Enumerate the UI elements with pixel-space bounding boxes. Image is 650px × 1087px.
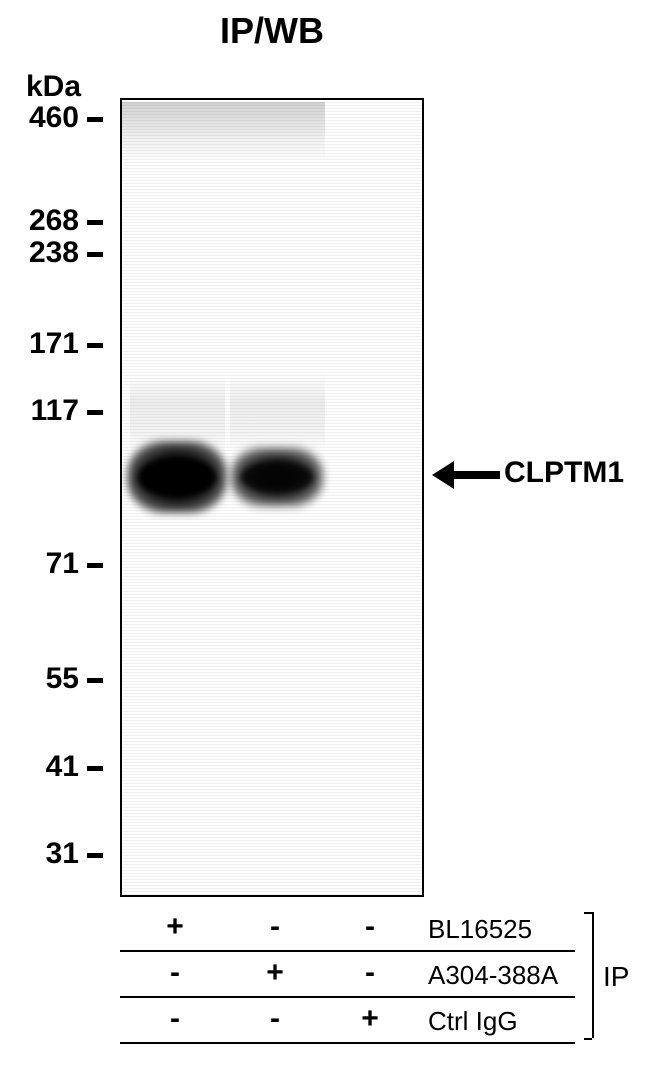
wb-band-core: [138, 457, 216, 497]
mw-marker-tick: [87, 252, 103, 257]
mw-marker-label: 460: [0, 101, 79, 135]
figure-canvas: { "figure": { "title": "IP/WB", "title_f…: [0, 0, 650, 1087]
ip-bracket-tab: [584, 1038, 592, 1040]
mw-marker-label: 71: [0, 547, 79, 581]
mw-marker-label: 31: [0, 837, 79, 871]
mw-marker-tick: [87, 563, 103, 568]
ip-table-cell: -: [260, 1002, 290, 1036]
ip-table-line: [120, 996, 575, 998]
ip-table-cell: +: [260, 956, 290, 990]
figure-title: IP/WB: [220, 10, 324, 52]
ip-table-row-label: Ctrl IgG: [428, 1006, 518, 1037]
kda-axis-label: kDa: [26, 70, 81, 104]
mw-marker-label: 171: [0, 327, 79, 361]
mw-marker-tick: [87, 678, 103, 683]
band-smear: [230, 372, 325, 452]
mw-marker-tick: [87, 117, 103, 122]
ip-table-cell: -: [160, 956, 190, 990]
blot-top-haze: [122, 102, 325, 162]
ip-bracket-tab: [584, 912, 592, 914]
ip-table-cell: +: [355, 1002, 385, 1036]
ip-group-label: IP: [603, 961, 629, 993]
band-arrow-shaft: [450, 471, 500, 479]
ip-table-cell: -: [355, 910, 385, 944]
mw-marker-tick: [87, 853, 103, 858]
wb-band-core: [241, 461, 313, 493]
ip-table-cell: +: [160, 910, 190, 944]
mw-marker-label: 117: [0, 394, 79, 428]
mw-marker-label: 41: [0, 750, 79, 784]
ip-table-line: [120, 1042, 575, 1044]
ip-bracket-vertical: [592, 912, 594, 1038]
blot-inner: [122, 100, 422, 895]
blot-frame: [120, 98, 424, 897]
mw-marker-label: 238: [0, 236, 79, 270]
mw-marker-label: 55: [0, 662, 79, 696]
ip-table-cell: -: [260, 910, 290, 944]
mw-marker-tick: [87, 343, 103, 348]
ip-table-row-label: BL16525: [428, 914, 532, 945]
ip-table-line: [120, 950, 575, 952]
mw-marker-label: 268: [0, 204, 79, 238]
band-smear: [130, 372, 225, 452]
ip-table-row-label: A304-388A: [428, 960, 558, 991]
mw-marker-tick: [87, 220, 103, 225]
mw-marker-tick: [87, 410, 103, 415]
ip-table-cell: -: [160, 1002, 190, 1036]
mw-marker-tick: [87, 766, 103, 771]
target-band-label: CLPTM1: [504, 456, 624, 490]
band-arrow-head: [432, 461, 454, 489]
ip-table-cell: -: [355, 956, 385, 990]
